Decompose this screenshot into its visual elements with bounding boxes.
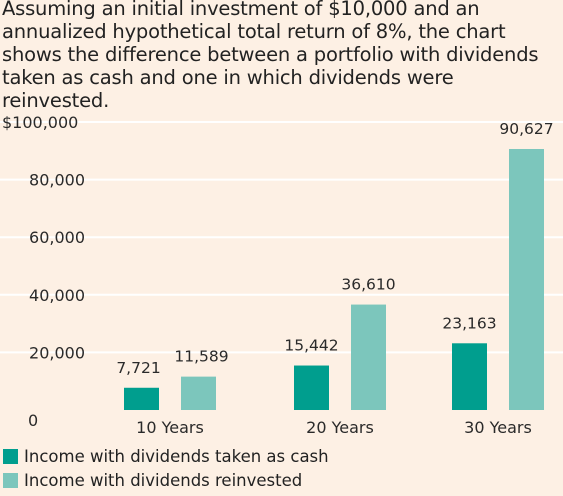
bar bbox=[452, 343, 487, 410]
bar-chart: 0 20,000 40,000 60,000 80,000 $100,000 7,721 11… bbox=[0, 113, 563, 437]
x-tick-label: 30 Years bbox=[464, 418, 532, 437]
legend: Income with dividends taken as cash Inco… bbox=[3, 444, 329, 492]
y-tick-label: $100,000 bbox=[2, 113, 78, 132]
legend-item-cash: Income with dividends taken as cash bbox=[3, 444, 329, 468]
x-tick-label: 10 Years bbox=[136, 418, 204, 437]
bar bbox=[181, 376, 216, 410]
bar bbox=[351, 304, 386, 410]
data-label: 23,163 bbox=[442, 314, 496, 332]
y-tick-label: 80,000 bbox=[29, 171, 85, 190]
y-tick-label: 60,000 bbox=[29, 228, 85, 247]
data-label: 90,627 bbox=[499, 120, 553, 138]
bar bbox=[509, 148, 544, 410]
data-label: 11,589 bbox=[174, 348, 228, 366]
data-label: 36,610 bbox=[341, 276, 395, 294]
legend-swatch-cash bbox=[3, 448, 18, 464]
legend-label-reinvested: Income with dividends reinvested bbox=[24, 470, 303, 490]
chart-intro-text: Assuming an initial investment of $10,00… bbox=[2, 0, 539, 112]
legend-item-reinvested: Income with dividends reinvested bbox=[3, 468, 329, 492]
y-tick-label: 40,000 bbox=[29, 286, 85, 305]
y-tick-label: 0 bbox=[28, 411, 38, 430]
x-tick-label: 20 Years bbox=[306, 418, 374, 437]
bar bbox=[124, 387, 159, 410]
data-label: 15,442 bbox=[284, 337, 338, 355]
legend-swatch-reinvested bbox=[3, 472, 18, 488]
bar bbox=[294, 365, 329, 410]
y-tick-label: 20,000 bbox=[29, 343, 85, 362]
legend-label-cash: Income with dividends taken as cash bbox=[24, 446, 329, 466]
data-label: 7,721 bbox=[116, 359, 160, 377]
